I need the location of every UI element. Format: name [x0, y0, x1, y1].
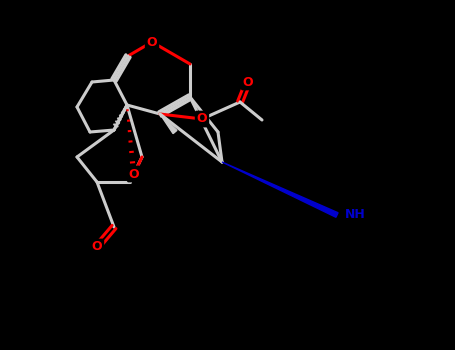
- Text: O: O: [129, 168, 139, 181]
- Polygon shape: [160, 114, 177, 134]
- Text: O: O: [197, 112, 207, 126]
- Text: O: O: [92, 240, 102, 253]
- Polygon shape: [222, 162, 338, 217]
- Text: O: O: [243, 76, 253, 89]
- Text: O: O: [147, 35, 157, 49]
- Text: NH: NH: [344, 209, 365, 222]
